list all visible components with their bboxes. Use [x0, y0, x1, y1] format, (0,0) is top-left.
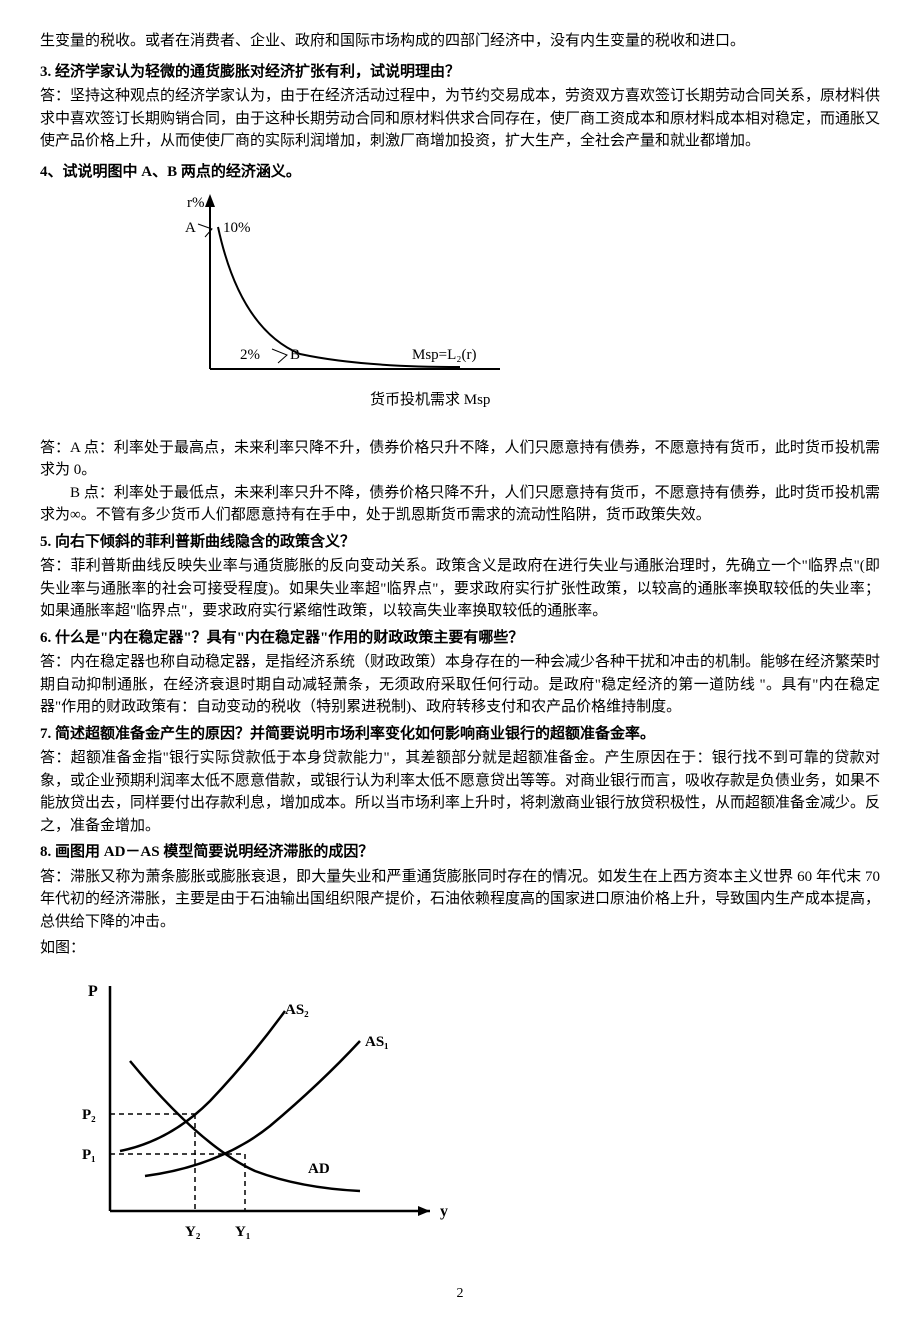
- q6-answer: 答：内在稳定器也称自动稳定器，是指经济系统（财政政策）本身存在的一种会减少各种干…: [40, 651, 880, 719]
- y2-label: Y₂: [185, 1224, 201, 1240]
- msp-curve-chart: A 10% 2% B r% Msp=L₂(r) 货币投机需求 Msp: [40, 189, 560, 419]
- q8-answer: 答：滞胀又称为萧条膨胀或膨胀衰退，即大量失业和严重通货膨胀同时存在的情况。如发生…: [40, 866, 880, 934]
- intro-paragraph: 生变量的税收。或者在消费者、企业、政府和国际市场构成的四部门经济中，没有内生变量…: [40, 30, 880, 53]
- q3-title: 3. 经济学家认为轻微的通货膨胀对经济扩张有利，试说明理由？: [40, 61, 880, 84]
- p1-label: P₁: [82, 1147, 96, 1163]
- point-a-value: 10%: [223, 220, 251, 236]
- q4-chart: A 10% 2% B r% Msp=L₂(r) 货币投机需求 Msp: [40, 189, 880, 427]
- q7-title: 7. 简述超额准备金产生的原因？并简要说明市场利率变化如何影响商业银行的超额准备…: [40, 723, 880, 746]
- y-axis-arrow: [205, 194, 215, 207]
- as2-curve: [120, 1011, 285, 1151]
- msp-curve: [218, 227, 460, 367]
- q8-outro: 如图：: [40, 937, 880, 960]
- as1-curve: [145, 1041, 360, 1176]
- q8-chart: AD AS₁ AS₂ P y P₂ P₁ Y₂ Y₁: [40, 966, 880, 1264]
- q5-title: 5. 向右下倾斜的菲利普斯曲线隐含的政策含义？: [40, 531, 880, 554]
- x-axis-label: 货币投机需求 Msp: [370, 391, 490, 408]
- q7-answer: 答：超额准备金指"银行实际贷款低于本身贷款能力"，其差额部分就是超额准备金。产生…: [40, 747, 880, 837]
- y-axis-label: r%: [187, 195, 205, 211]
- y-axis-label: y: [440, 1203, 448, 1220]
- as2-label: AS₂: [285, 1002, 309, 1018]
- point-b-label: B: [290, 347, 300, 363]
- y1-label: Y₁: [235, 1224, 250, 1240]
- q4-answer: 答：A 点：利率处于最高点，未来利率只降不升，债券价格只升不降，人们只愿意持有债…: [40, 437, 880, 527]
- q6-title: 6. 什么是"内在稳定器"？具有"内在稳定器"作用的财政政策主要有哪些？: [40, 627, 880, 650]
- point-b-value: 2%: [240, 347, 260, 363]
- ad-label: AD: [308, 1161, 330, 1177]
- p-axis-label: P: [88, 983, 98, 1000]
- b-arrow-icon: [272, 349, 287, 363]
- p2-label: P₂: [82, 1107, 96, 1123]
- x-axis-arrow: [418, 1206, 430, 1216]
- q8-title: 8. 画图用 AD－AS 模型简要说明经济滞胀的成因？: [40, 841, 880, 864]
- point-a-label: A: [185, 220, 196, 236]
- q5-answer: 答：菲利普斯曲线反映失业率与通货膨胀的反向变动关系。政策含义是政府在进行失业与通…: [40, 555, 880, 623]
- q4-title: 4、试说明图中 A、B 两点的经济涵义。: [40, 161, 880, 184]
- curve-label: Msp=L₂(r): [412, 347, 477, 363]
- q3-answer: 答：坚持这种观点的经济学家认为，由于在经济活动过程中，为节约交易成本，劳资双方喜…: [40, 85, 880, 153]
- page-number: 2: [40, 1283, 880, 1304]
- as1-label: AS₁: [365, 1034, 389, 1050]
- ad-as-chart: AD AS₁ AS₂ P y P₂ P₁ Y₂ Y₁: [40, 966, 470, 1256]
